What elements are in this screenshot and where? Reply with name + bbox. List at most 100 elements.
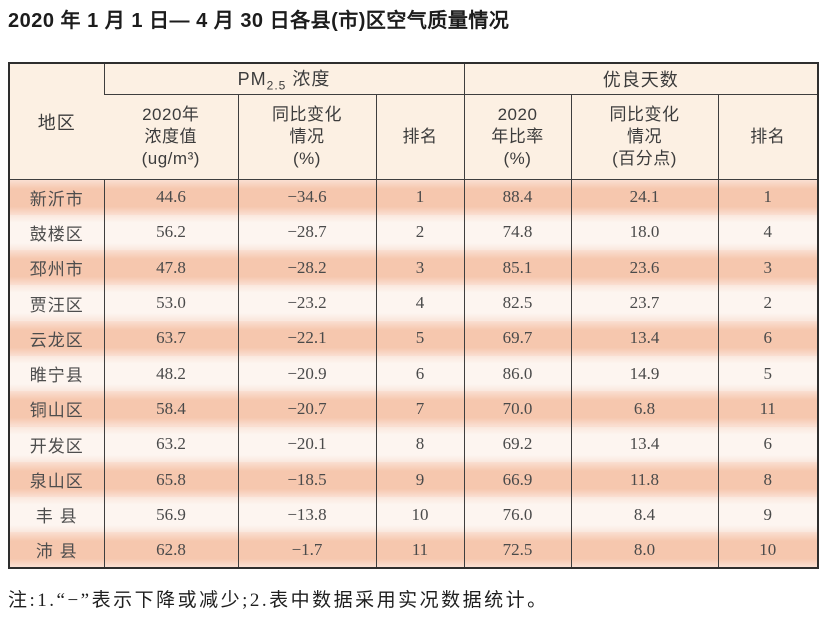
col-group-good-days: 优良天数 (463, 63, 819, 95)
pm25-label-subscript: 2.5 (266, 78, 287, 93)
value-cell: 47.8 (103, 250, 238, 286)
table-row: 邳州市 47.8 −28.2 3 85.1 23.6 3 (9, 250, 819, 286)
value-cell: −20.1 (237, 426, 376, 462)
value-cell: 85.1 (463, 250, 571, 286)
value-cell: 4 (717, 214, 819, 251)
value-cell: −13.8 (237, 497, 376, 533)
value-cell: 6 (375, 355, 464, 392)
table-row: 开发区 63.2 −20.1 8 69.2 13.4 6 (9, 426, 819, 462)
value-cell: 10 (375, 497, 464, 533)
region-cell: 贾汪区 (29, 295, 84, 315)
value-cell: 5 (717, 355, 819, 392)
region-cell: 云龙区 (29, 330, 84, 350)
value-cell: 13.4 (570, 426, 718, 462)
value-cell: 3 (375, 250, 464, 286)
value-cell: 18.0 (570, 214, 718, 251)
region-cell: 新沂市 (29, 189, 84, 209)
value-cell: 2 (717, 285, 819, 321)
value-cell: 65.8 (103, 461, 238, 498)
value-cell: 44.6 (103, 179, 238, 215)
value-cell: 4 (375, 285, 464, 321)
col-header-good-ratio: 2020 年比率 (%) (463, 94, 571, 180)
value-cell: −20.7 (237, 391, 376, 427)
value-cell: 69.7 (463, 320, 571, 356)
region-cell: 沛 县 (35, 542, 78, 562)
air-quality-table: 地区 PM2.5 浓度 优良天数 2020年 浓度值 (ug/m³) 同比变化 … (8, 62, 820, 569)
region-cell: 泉山区 (29, 472, 84, 492)
col-header-pm25-rank: 排名 (375, 94, 464, 180)
value-cell: 7 (375, 391, 464, 427)
value-cell: 23.6 (570, 250, 718, 286)
col-header-pm25-change: 同比变化 情况 (%) (237, 94, 376, 180)
value-cell: 13.4 (570, 320, 718, 356)
value-cell: 8.0 (570, 532, 718, 568)
value-cell: 86.0 (463, 355, 571, 392)
table-row: 睢宁县 48.2 −20.9 6 86.0 14.9 5 (9, 355, 819, 392)
sub-header-row: 2020年 浓度值 (ug/m³) 同比变化 情况 (%) 排名 2020 年比… (9, 94, 819, 180)
value-cell: 11.8 (570, 461, 718, 498)
table-row: 云龙区 63.7 −22.1 5 69.7 13.4 6 (9, 320, 819, 356)
value-cell: 76.0 (463, 497, 571, 533)
value-cell: 6.8 (570, 391, 718, 427)
value-cell: 88.4 (463, 179, 571, 215)
value-cell: 3 (717, 250, 819, 286)
table-body: 新沂市 44.6 −34.6 1 88.4 24.1 1 鼓楼区 56.2 −28.7 2 74.8 1… (9, 179, 819, 568)
value-cell: 63.2 (103, 426, 238, 462)
value-cell: 56.9 (103, 497, 238, 533)
value-cell: 9 (717, 497, 819, 533)
page-title: 2020 年 1 月 1 日— 4 月 30 日各县(市)区空气质量情况 (8, 10, 510, 32)
col-header-good-change: 同比变化 情况 (百分点) (570, 94, 718, 180)
value-cell: 10 (717, 532, 819, 568)
table-row: 丰 县 56.9 −13.8 10 76.0 8.4 9 (9, 497, 819, 533)
value-cell: 8.4 (570, 497, 718, 533)
region-cell: 邳州市 (29, 260, 84, 280)
col-header-good-rank: 排名 (717, 94, 819, 180)
value-cell: 8 (375, 426, 464, 462)
table-row: 铜山区 58.4 −20.7 7 70.0 6.8 11 (9, 391, 819, 427)
value-cell: −18.5 (237, 461, 376, 498)
value-cell: 9 (375, 461, 464, 498)
value-cell: 23.7 (570, 285, 718, 321)
footnote: 注:1.“−”表示下降或减少;2.表中数据采用实况数据统计。 (8, 590, 549, 611)
value-cell: 11 (375, 532, 464, 568)
value-cell: 2 (375, 214, 464, 251)
value-cell: 63.7 (103, 320, 238, 356)
value-cell: 53.0 (103, 285, 238, 321)
table-row: 鼓楼区 56.2 −28.7 2 74.8 18.0 4 (9, 214, 819, 251)
value-cell: −23.2 (237, 285, 376, 321)
col-header-pm25-value: 2020年 浓度值 (ug/m³) (104, 94, 238, 180)
value-cell: −22.1 (237, 320, 376, 356)
table-row: 贾汪区 53.0 −23.2 4 82.5 23.7 2 (9, 285, 819, 321)
value-cell: −34.6 (237, 179, 376, 215)
value-cell: 66.9 (463, 461, 571, 498)
region-cell: 开发区 (29, 436, 84, 456)
region-cell: 丰 县 (35, 507, 78, 527)
value-cell: 6 (717, 320, 819, 356)
value-cell: −20.9 (237, 355, 376, 392)
value-cell: 6 (717, 426, 819, 462)
table-row: 沛 县 62.8 −1.7 11 72.5 8.0 10 (9, 532, 819, 568)
value-cell: 58.4 (103, 391, 238, 427)
table-row: 新沂市 44.6 −34.6 1 88.4 24.1 1 (9, 179, 819, 215)
value-cell: 1 (717, 179, 819, 215)
region-cell: 铜山区 (29, 401, 84, 421)
value-cell: 11 (717, 391, 819, 427)
region-cell: 鼓楼区 (29, 224, 84, 244)
value-cell: 69.2 (463, 426, 571, 462)
value-cell: 70.0 (463, 391, 571, 427)
table-row: 泉山区 65.8 −18.5 9 66.9 11.8 8 (9, 461, 819, 498)
value-cell: −28.7 (237, 214, 376, 251)
value-cell: 5 (375, 320, 464, 356)
value-cell: 14.9 (570, 355, 718, 392)
value-cell: 8 (717, 461, 819, 498)
region-cell: 睢宁县 (29, 366, 84, 386)
value-cell: 72.5 (463, 532, 571, 568)
value-cell: 74.8 (463, 214, 571, 251)
value-cell: −1.7 (237, 532, 376, 568)
value-cell: 24.1 (570, 179, 718, 215)
value-cell: 1 (375, 179, 464, 215)
col-group-pm25: PM2.5 浓度 (103, 63, 464, 95)
group-header-row: 地区 PM2.5 浓度 优良天数 (9, 63, 819, 180)
value-cell: 56.2 (103, 214, 238, 251)
value-cell: −28.2 (237, 250, 376, 286)
